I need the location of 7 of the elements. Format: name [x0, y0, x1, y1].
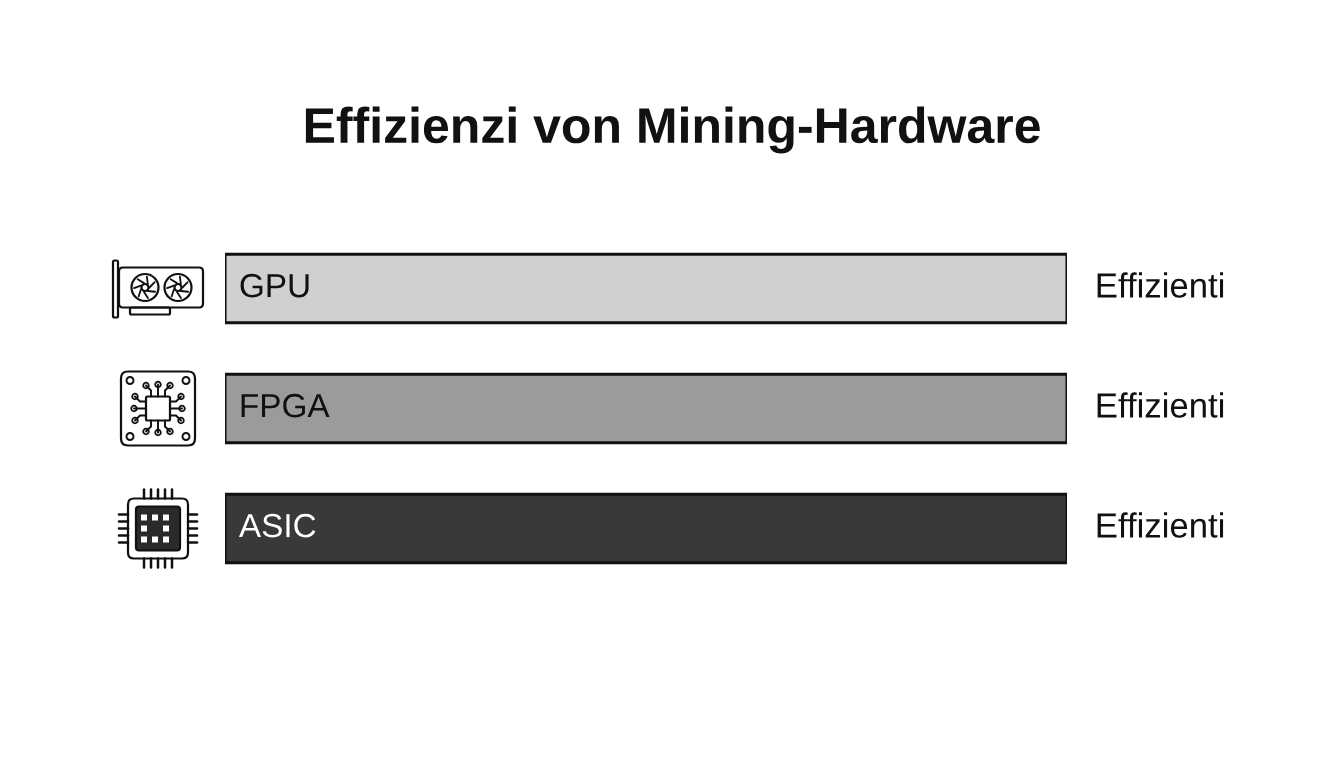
y-tick-label: FPGA: [241, 393, 330, 418]
text: Effizienti: [1097, 512, 1224, 538]
text: Effizienti: [1097, 272, 1224, 298]
y-tick-label: ASIC: [238, 513, 316, 538]
text: Effizienti: [1097, 392, 1224, 418]
chart-title: Effizienzi von Mining-Hardware: [305, 106, 1040, 154]
y-tick-label: GPU: [240, 273, 309, 298]
